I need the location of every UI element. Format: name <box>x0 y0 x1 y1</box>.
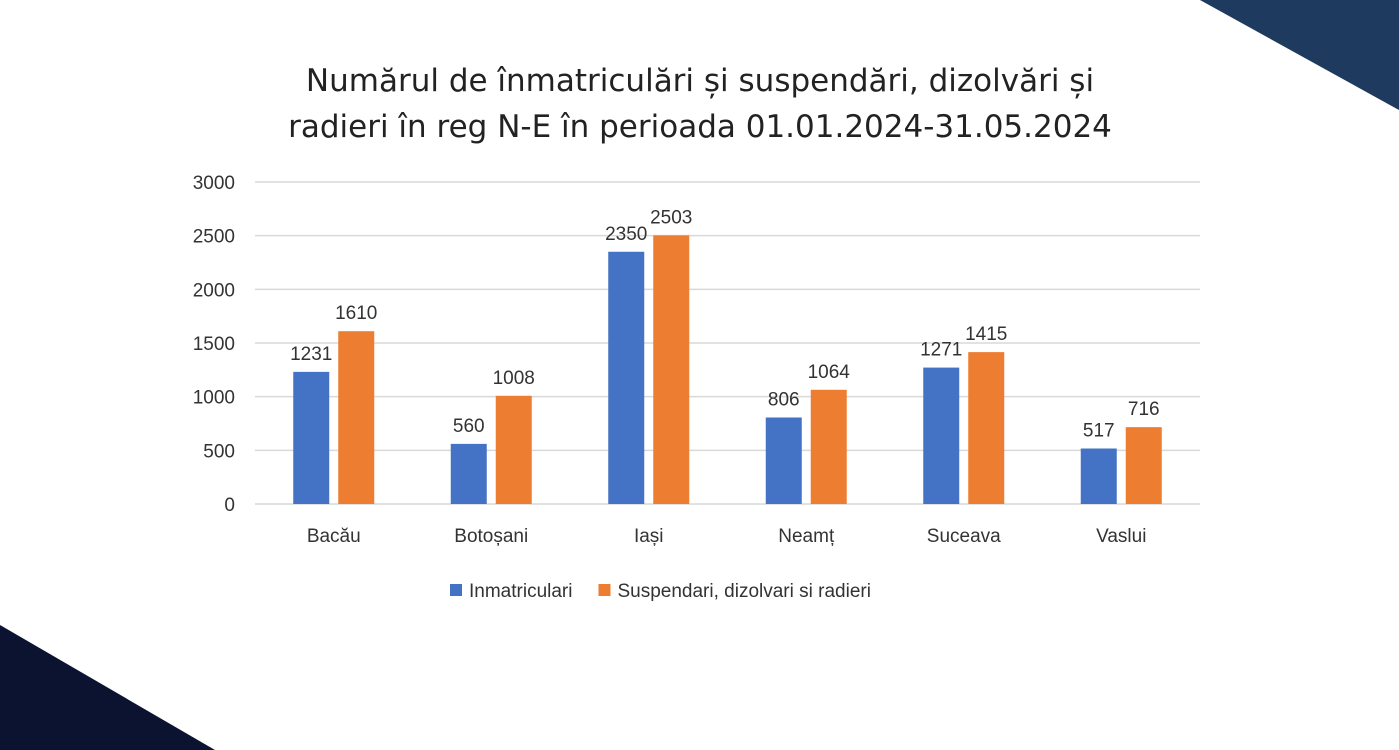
data-label: 2503 <box>650 207 692 228</box>
data-label: 1415 <box>965 324 1007 345</box>
bar <box>1125 427 1162 504</box>
bar <box>653 235 690 504</box>
bar <box>765 417 802 504</box>
x-tick-label: Neamț <box>778 526 835 547</box>
bar <box>338 331 375 504</box>
y-tick-label: 0 <box>224 495 235 516</box>
bar <box>495 395 532 504</box>
data-label: 2350 <box>605 224 647 245</box>
x-tick-label: Iași <box>634 526 664 547</box>
data-label: 716 <box>1128 399 1160 420</box>
data-label: 1008 <box>493 368 535 389</box>
bar <box>293 371 330 504</box>
bar <box>810 389 847 504</box>
data-label: 1064 <box>808 362 851 383</box>
data-label: 1231 <box>290 344 332 365</box>
x-tick-label: Suceava <box>927 526 1001 547</box>
data-label: 806 <box>768 389 800 410</box>
x-tick-label: Bacău <box>307 526 361 547</box>
legend-label: Suspendari, dizolvari si radieri <box>617 581 870 602</box>
legend-swatch <box>598 584 611 596</box>
chart-title-line-1: Numărul de înmatriculări și suspendări, … <box>305 63 1095 99</box>
legend-label: Inmatriculari <box>469 581 572 602</box>
legend-swatch <box>450 584 462 596</box>
y-tick-label: 1500 <box>193 334 235 355</box>
corner-shape-bottom-left <box>0 625 215 750</box>
y-tick-label: 2500 <box>193 227 235 248</box>
chart-title: Numărul de înmatriculări și suspendări, … <box>250 58 1150 150</box>
bar <box>608 251 645 504</box>
bar <box>450 443 487 504</box>
y-tick-label: 2000 <box>193 280 235 301</box>
data-label: 517 <box>1083 421 1115 442</box>
y-tick-label: 1000 <box>193 388 235 409</box>
data-label: 1610 <box>335 303 377 324</box>
bar <box>968 352 1005 504</box>
corner-shape-top-right <box>1200 0 1399 110</box>
data-label: 1271 <box>920 340 962 361</box>
x-tick-label: Vaslui <box>1096 526 1146 547</box>
data-label: 560 <box>453 416 485 437</box>
chart-title-line-2: radieri în reg N-E în perioada 01.01.202… <box>288 109 1112 145</box>
y-tick-label: 3000 <box>193 173 235 194</box>
bar <box>923 367 960 504</box>
y-tick-label: 500 <box>203 441 235 462</box>
x-tick-label: Botoșani <box>454 526 528 547</box>
bar <box>1080 448 1117 504</box>
